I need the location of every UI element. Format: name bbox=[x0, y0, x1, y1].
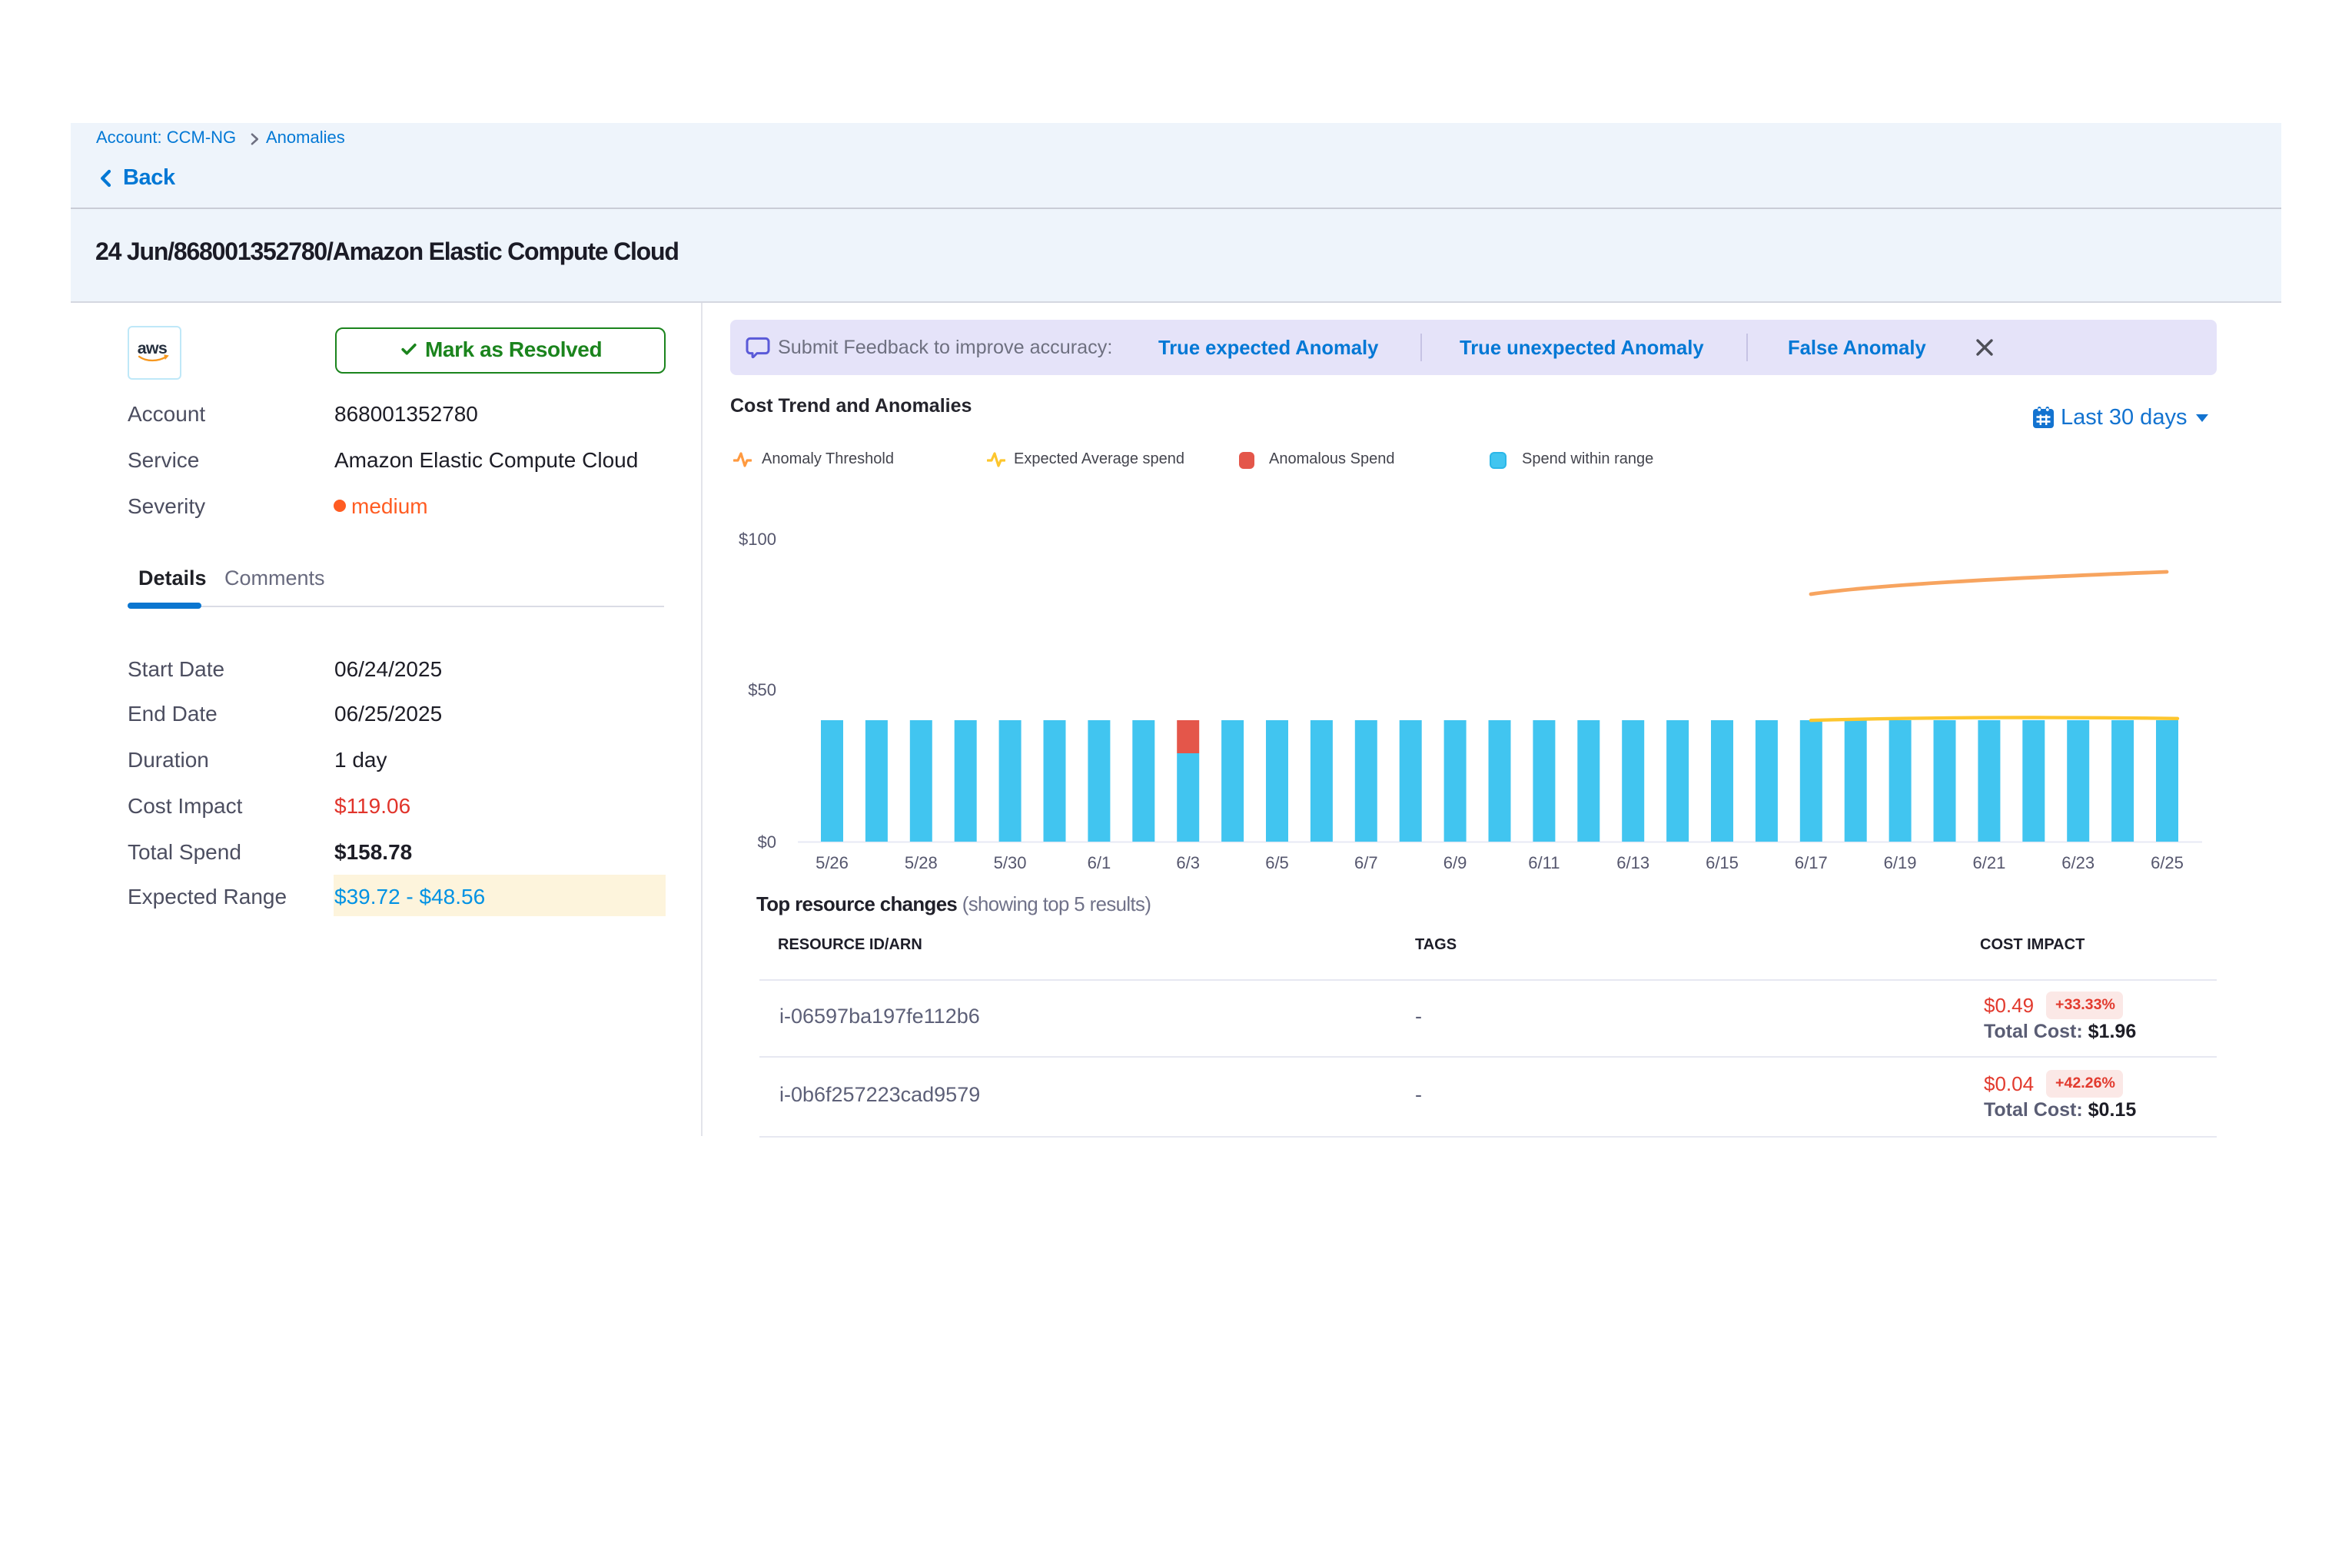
svg-text:$0: $0 bbox=[758, 832, 776, 852]
svg-text:6/1: 6/1 bbox=[1088, 853, 1111, 872]
svg-text:5/26: 5/26 bbox=[816, 853, 849, 872]
svg-text:6/23: 6/23 bbox=[2061, 853, 2095, 872]
svg-text:6/17: 6/17 bbox=[1795, 853, 1828, 872]
svg-text:6/25: 6/25 bbox=[2151, 853, 2184, 872]
svg-text:$50: $50 bbox=[748, 680, 776, 699]
svg-text:6/21: 6/21 bbox=[1972, 853, 2005, 872]
svg-text:5/28: 5/28 bbox=[905, 853, 938, 872]
svg-text:6/13: 6/13 bbox=[1616, 853, 1649, 872]
svg-text:6/7: 6/7 bbox=[1354, 853, 1378, 872]
svg-text:6/3: 6/3 bbox=[1176, 853, 1200, 872]
svg-text:5/30: 5/30 bbox=[994, 853, 1027, 872]
svg-text:6/15: 6/15 bbox=[1706, 853, 1739, 872]
svg-text:$100: $100 bbox=[739, 530, 776, 549]
svg-text:6/19: 6/19 bbox=[1884, 853, 1917, 872]
svg-text:6/9: 6/9 bbox=[1443, 853, 1467, 872]
svg-text:6/11: 6/11 bbox=[1528, 853, 1560, 872]
svg-text:6/5: 6/5 bbox=[1265, 853, 1289, 872]
svg-text:aws: aws bbox=[138, 339, 168, 357]
